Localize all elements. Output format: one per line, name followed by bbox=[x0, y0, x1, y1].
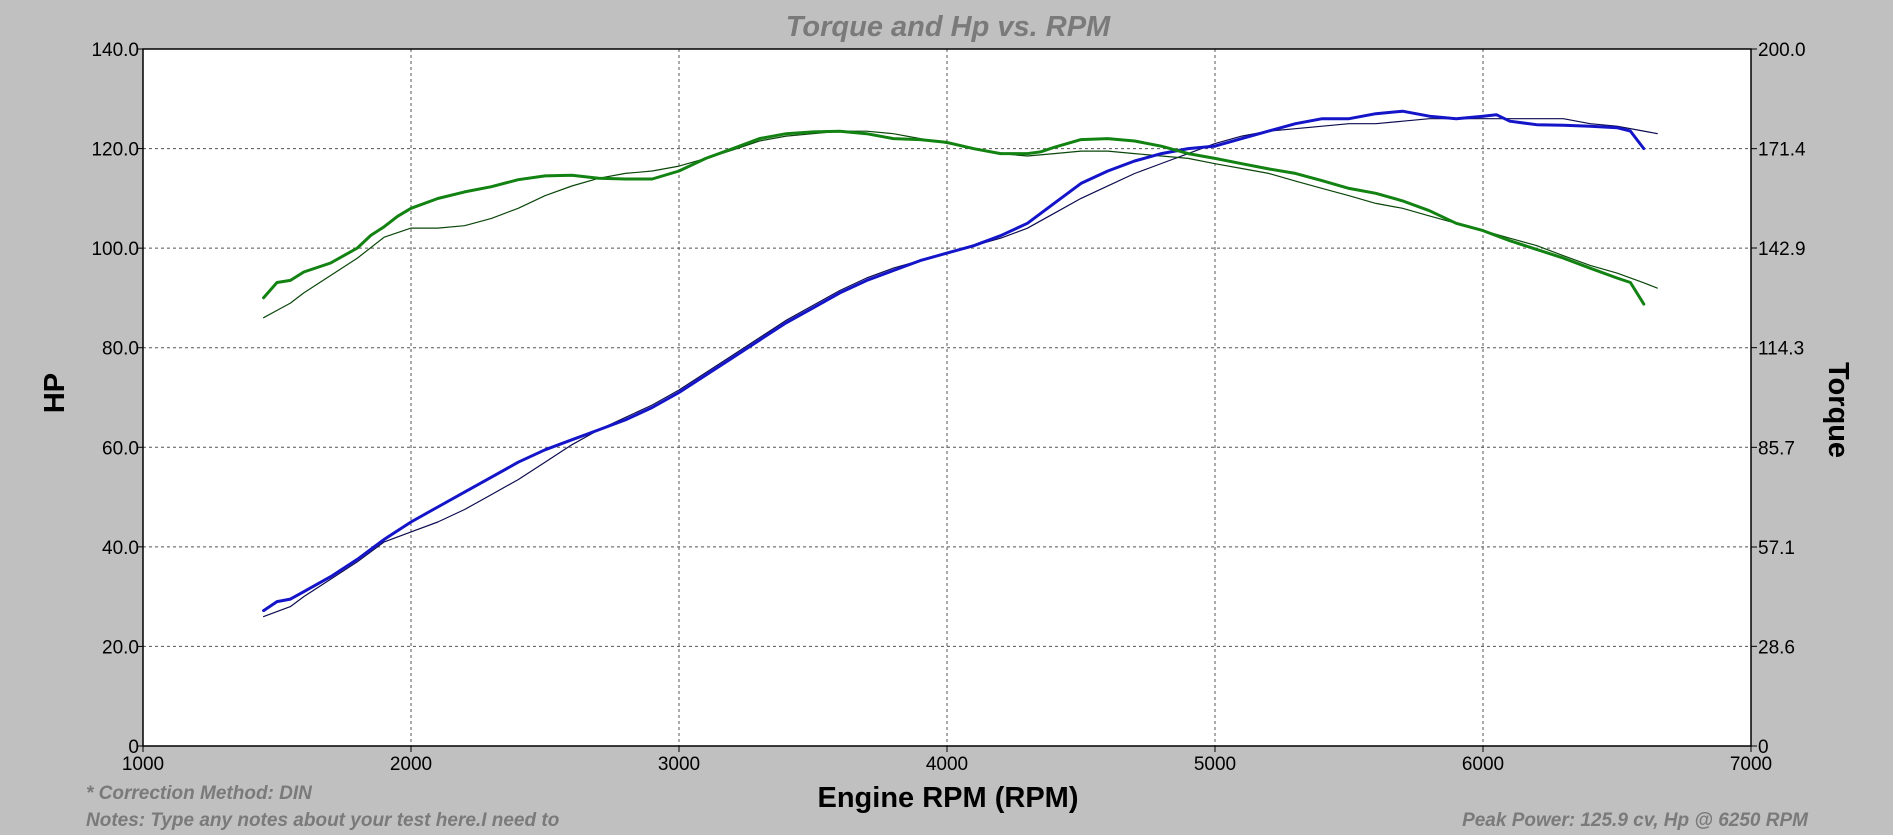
y2-tick-label: 171.4 bbox=[1758, 140, 1806, 161]
y-tick-label: 20.0 bbox=[102, 637, 139, 658]
x-tick-label: 1000 bbox=[122, 754, 164, 775]
y-tick-label: 120.0 bbox=[91, 140, 139, 161]
y2-tick-label: 0 bbox=[1758, 737, 1769, 758]
peak-power-note: Peak Power: 125.9 cv, Hp @ 6250 RPM bbox=[1462, 810, 1809, 831]
y-tick-label: 100.0 bbox=[91, 239, 139, 260]
x-tick-label: 2000 bbox=[390, 754, 432, 775]
x-tick-label: 3000 bbox=[658, 754, 700, 775]
y-tick-label: 60.0 bbox=[102, 438, 139, 459]
x-tick-label: 4000 bbox=[926, 754, 968, 775]
chart-title: Torque and Hp vs. RPM bbox=[786, 11, 1111, 43]
grid-lines bbox=[143, 49, 1751, 746]
y-tick-label: 80.0 bbox=[102, 339, 139, 360]
y2-tick-label: 85.7 bbox=[1758, 438, 1795, 459]
y2-tick-label: 57.1 bbox=[1758, 538, 1795, 559]
x-axis-title: Engine RPM (RPM) bbox=[818, 782, 1079, 814]
correction-method-note: * Correction Method: DIN bbox=[86, 783, 313, 804]
x-tick-label: 6000 bbox=[1462, 754, 1504, 775]
x-tick-label: 5000 bbox=[1194, 754, 1236, 775]
y2-axis-title: Torque bbox=[1822, 362, 1854, 458]
y2-tick-label: 114.3 bbox=[1758, 339, 1804, 360]
y-tick-label: 0 bbox=[128, 737, 139, 758]
y-tick-label: 40.0 bbox=[102, 538, 139, 559]
y2-tick-label: 142.9 bbox=[1758, 239, 1806, 260]
series-lines bbox=[262, 109, 1658, 618]
y2-tick-label: 200.0 bbox=[1758, 40, 1806, 61]
test-notes: Notes: Type any notes about your test he… bbox=[86, 810, 559, 831]
y-axis-title: HP bbox=[39, 373, 71, 413]
x-tick-label: 7000 bbox=[1730, 754, 1772, 775]
y-tick-label: 140.0 bbox=[91, 40, 139, 61]
series-line-hp-run-1 bbox=[262, 109, 1646, 613]
tick-labels: 1000 2000 3000 4000 5000 6000 7000020.040.060.… bbox=[91, 40, 1806, 775]
series-line-torque-run-1 bbox=[262, 129, 1646, 306]
y2-tick-label: 28.6 bbox=[1758, 637, 1795, 658]
